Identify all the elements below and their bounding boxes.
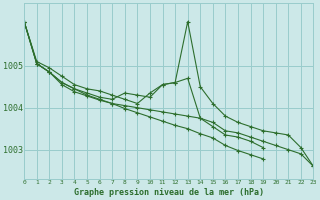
X-axis label: Graphe pression niveau de la mer (hPa): Graphe pression niveau de la mer (hPa) — [74, 188, 264, 197]
